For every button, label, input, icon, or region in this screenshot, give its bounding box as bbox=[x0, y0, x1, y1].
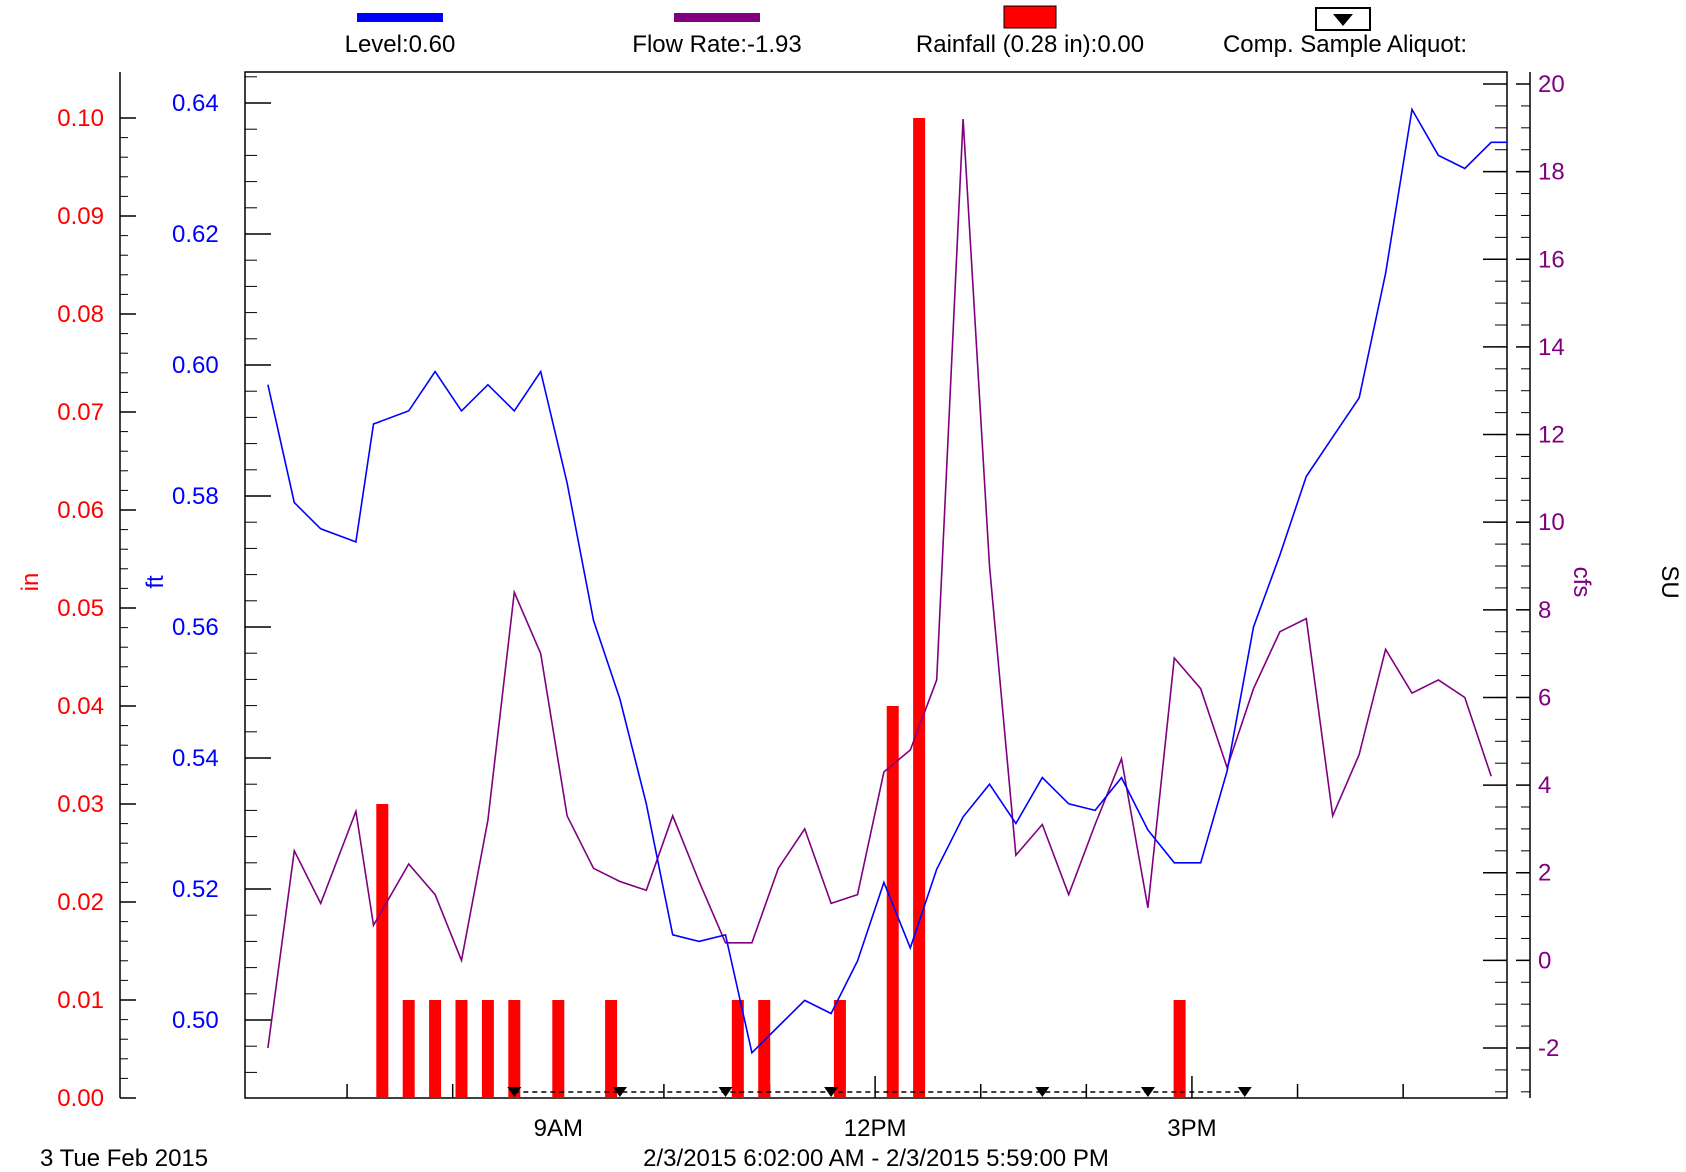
level-tick-label: 0.58 bbox=[172, 483, 219, 510]
rainfall-bar bbox=[913, 118, 926, 1098]
legend-label-level: Level:0.60 bbox=[345, 31, 456, 58]
level-tick-label: 0.62 bbox=[172, 221, 219, 248]
x-axis-ticks: 9AM 12PM 3PM bbox=[346, 1076, 1404, 1142]
flow-axis-title: cfs bbox=[1568, 567, 1595, 598]
legend-swatch-rain bbox=[1003, 5, 1057, 29]
comp-sample-marker bbox=[1035, 1087, 1050, 1097]
rainfall-bar bbox=[605, 1000, 618, 1098]
comp-sample-marker bbox=[1237, 1087, 1252, 1097]
flow-rate-series bbox=[267, 119, 1492, 1049]
rain-tick-label: 0.03 bbox=[57, 791, 104, 818]
rainfall-bar bbox=[455, 1000, 468, 1098]
rainfall-bar bbox=[886, 706, 899, 1098]
level-tick-label: 0.54 bbox=[172, 745, 219, 772]
level-axis-title: ft bbox=[142, 575, 169, 589]
rainfall-bar bbox=[508, 1000, 521, 1098]
legend-marker-comp-icon bbox=[1333, 14, 1353, 26]
level-tick-label: 0.52 bbox=[172, 876, 219, 903]
x-tick-label: 12PM bbox=[844, 1115, 907, 1142]
rain-axis-ticks: 0.00 0.01 0.02 0.03 0.04 0.05 0.06 0.07 0.08 0.09… bbox=[57, 105, 136, 1112]
rainfall-bar bbox=[376, 804, 389, 1098]
rain-tick-label: 0.04 bbox=[57, 693, 104, 720]
comp-sample-marker bbox=[507, 1087, 522, 1097]
comp-sample-marker bbox=[718, 1087, 733, 1097]
level-tick-label: 0.50 bbox=[172, 1007, 219, 1034]
rainfall-bar bbox=[758, 1000, 771, 1098]
level-tick-label: 0.64 bbox=[172, 90, 219, 117]
flow-tick-label: 14 bbox=[1538, 334, 1565, 361]
level-tick-label: 0.56 bbox=[172, 614, 219, 641]
x-tick-label: 3PM bbox=[1167, 1115, 1216, 1142]
comp-sample-marker bbox=[1140, 1087, 1155, 1097]
flow-tick-label: -2 bbox=[1538, 1035, 1559, 1062]
comp-sample-marker bbox=[824, 1087, 839, 1097]
rain-tick-label: 0.06 bbox=[57, 497, 104, 524]
legend-swatch-level bbox=[357, 13, 443, 22]
legend-label-rain: Rainfall (0.28 in):0.00 bbox=[916, 31, 1144, 58]
legend: Level:0.60 Flow Rate:-1.93 Rainfall (0.2… bbox=[345, 5, 1467, 58]
rain-tick-label: 0.09 bbox=[57, 203, 104, 230]
footer-range: 2/3/2015 6:02:00 AM - 2/3/2015 5:59:00 P… bbox=[643, 1145, 1109, 1172]
rain-tick-label: 0.05 bbox=[57, 595, 104, 622]
flow-axis-ticks: -2 0 2 4 6 8 10 12 14 16 18 20 bbox=[1483, 71, 1565, 1093]
rainfall-bar bbox=[731, 1000, 744, 1098]
flow-tick-label: 8 bbox=[1538, 597, 1551, 624]
flow-tick-label: 0 bbox=[1538, 947, 1551, 974]
rain-tick-label: 0.02 bbox=[57, 889, 104, 916]
legend-label-flow: Flow Rate:-1.93 bbox=[632, 31, 801, 58]
rain-tick-label: 0.07 bbox=[57, 399, 104, 426]
flow-rate-line bbox=[267, 119, 1492, 1049]
rain-tick-label: 0.00 bbox=[57, 1085, 104, 1112]
flow-tick-label: 6 bbox=[1538, 684, 1551, 711]
level-line bbox=[267, 107, 1507, 1055]
su-axis-title: SU bbox=[1656, 565, 1683, 598]
flow-tick-label: 4 bbox=[1538, 772, 1551, 799]
comp-sample-markers bbox=[507, 1087, 1252, 1097]
plot-frame bbox=[244, 71, 1508, 1099]
flow-tick-label: 12 bbox=[1538, 422, 1565, 449]
flow-tick-label: 18 bbox=[1538, 159, 1565, 186]
legend-swatch-flow bbox=[674, 13, 760, 22]
flow-tick-label: 20 bbox=[1538, 71, 1565, 98]
rainfall-bar bbox=[402, 1000, 415, 1098]
rainfall-bar bbox=[1173, 1000, 1186, 1098]
rainfall-bar bbox=[833, 1000, 846, 1098]
flow-tick-label: 2 bbox=[1538, 860, 1551, 887]
rainfall-bar bbox=[481, 1000, 494, 1098]
x-tick-label: 9AM bbox=[534, 1115, 583, 1142]
comp-sample-marker bbox=[612, 1087, 627, 1097]
rain-tick-label: 0.10 bbox=[57, 105, 104, 132]
legend-label-comp: Comp. Sample Aliquot: bbox=[1223, 31, 1467, 58]
rainfall-bar bbox=[552, 1000, 565, 1098]
rain-tick-label: 0.08 bbox=[57, 301, 104, 328]
flow-tick-label: 10 bbox=[1538, 509, 1565, 536]
level-tick-label: 0.60 bbox=[172, 352, 219, 379]
flow-tick-label: 16 bbox=[1538, 246, 1565, 273]
level-axis-ticks: 0.50 0.52 0.54 0.56 0.58 0.60 0.62 0.64 bbox=[172, 76, 271, 1073]
rain-axis-title: in bbox=[17, 573, 44, 592]
rainfall-bars bbox=[376, 118, 1186, 1098]
level-series bbox=[267, 107, 1507, 1055]
rainfall-bar bbox=[429, 1000, 442, 1098]
rain-tick-label: 0.01 bbox=[57, 987, 104, 1014]
footer-date: 3 Tue Feb 2015 bbox=[40, 1145, 208, 1172]
